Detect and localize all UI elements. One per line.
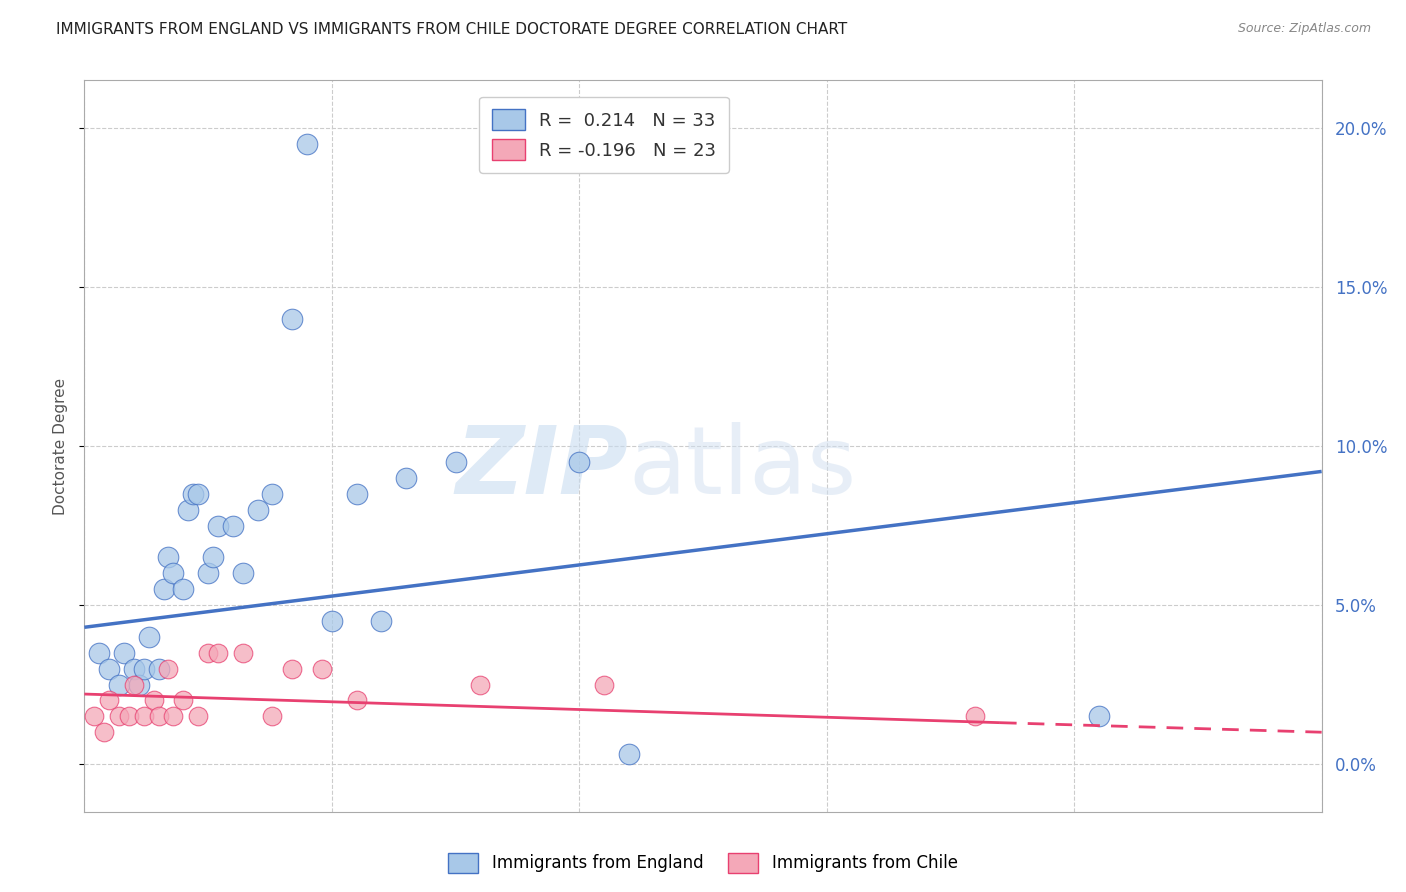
Text: atlas: atlas — [628, 422, 858, 514]
Point — [177, 502, 200, 516]
Point — [311, 662, 333, 676]
Point — [128, 677, 150, 691]
Point — [172, 693, 194, 707]
Point — [162, 709, 184, 723]
Point — [132, 662, 155, 676]
Point — [118, 709, 141, 723]
Point — [187, 709, 209, 723]
Point — [321, 614, 343, 628]
Point — [965, 709, 987, 723]
Point — [148, 709, 170, 723]
Point — [232, 646, 254, 660]
Point — [617, 747, 640, 762]
Point — [470, 677, 492, 691]
Point — [1088, 709, 1111, 723]
Point — [593, 677, 616, 691]
Point — [93, 725, 115, 739]
Point — [187, 486, 209, 500]
Point — [207, 646, 229, 660]
Point — [346, 486, 368, 500]
Point — [568, 455, 591, 469]
Point — [162, 566, 184, 581]
Point — [112, 646, 135, 660]
Text: IMMIGRANTS FROM ENGLAND VS IMMIGRANTS FROM CHILE DOCTORATE DEGREE CORRELATION CH: IMMIGRANTS FROM ENGLAND VS IMMIGRANTS FR… — [56, 22, 848, 37]
Point — [98, 693, 121, 707]
Point — [281, 311, 304, 326]
Point — [83, 709, 105, 723]
Point — [232, 566, 254, 581]
Point — [207, 518, 229, 533]
Point — [262, 486, 284, 500]
Point — [222, 518, 245, 533]
Point — [122, 677, 145, 691]
Point — [172, 582, 194, 596]
Point — [262, 709, 284, 723]
Legend: Immigrants from England, Immigrants from Chile: Immigrants from England, Immigrants from… — [441, 847, 965, 880]
Point — [281, 662, 304, 676]
Point — [108, 677, 131, 691]
Text: ZIP: ZIP — [456, 422, 628, 514]
Point — [444, 455, 467, 469]
Point — [89, 646, 111, 660]
Point — [202, 550, 225, 565]
Point — [148, 662, 170, 676]
Y-axis label: Doctorate Degree: Doctorate Degree — [53, 377, 69, 515]
Point — [98, 662, 121, 676]
Point — [197, 646, 219, 660]
Text: Source: ZipAtlas.com: Source: ZipAtlas.com — [1237, 22, 1371, 36]
Point — [132, 709, 155, 723]
Point — [108, 709, 131, 723]
Point — [246, 502, 269, 516]
Point — [370, 614, 392, 628]
Point — [122, 662, 145, 676]
Point — [157, 550, 180, 565]
Point — [395, 471, 418, 485]
Point — [157, 662, 180, 676]
Point — [295, 136, 318, 151]
Point — [346, 693, 368, 707]
Point — [152, 582, 174, 596]
Point — [142, 693, 165, 707]
Point — [181, 486, 204, 500]
Legend: R =  0.214   N = 33, R = -0.196   N = 23: R = 0.214 N = 33, R = -0.196 N = 23 — [479, 96, 728, 173]
Point — [197, 566, 219, 581]
Point — [138, 630, 160, 644]
